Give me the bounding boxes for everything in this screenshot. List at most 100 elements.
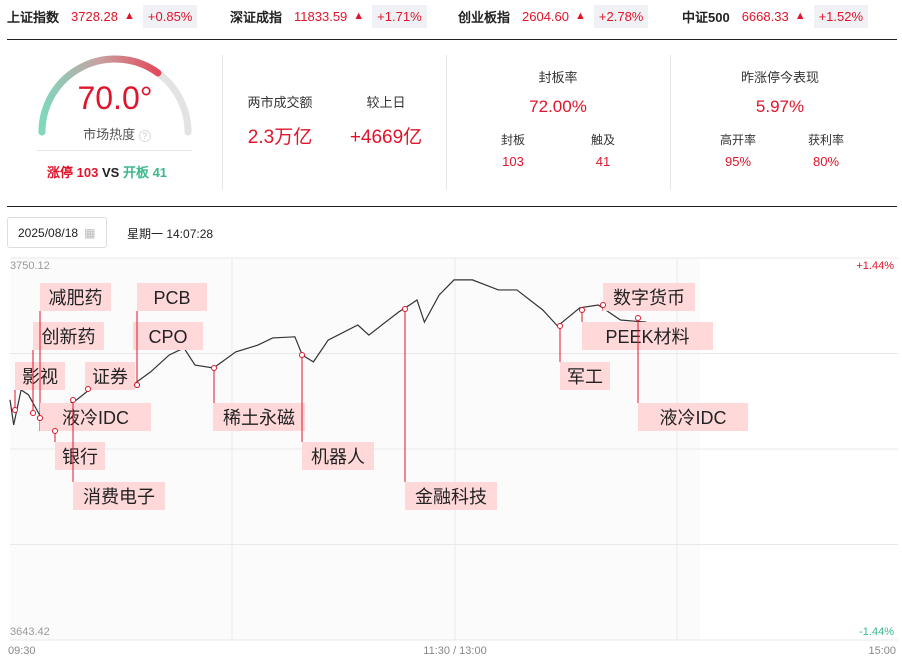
heat-gauge — [38, 55, 192, 136]
turnover-diff-label: 较上日 — [366, 95, 406, 110]
tag-label: 液冷IDC — [62, 408, 129, 428]
heat-value: 70.0° — [77, 80, 153, 116]
tag-marker — [579, 307, 585, 313]
sector-tag[interactable]: CPO — [133, 322, 203, 388]
sector-tag[interactable]: 液冷IDC — [635, 315, 749, 432]
tag-box — [302, 442, 374, 470]
x-label: 11:30 / 13:00 — [423, 645, 486, 657]
tag-marker — [600, 302, 606, 308]
index-name: 中证500 — [682, 9, 730, 25]
index-price: 6668.33 — [741, 8, 789, 24]
sector-tag[interactable]: 创新药 — [30, 322, 105, 416]
tag-marker — [85, 386, 91, 392]
high-open-value: 95% — [724, 154, 752, 169]
index-change: +2.78% — [593, 4, 649, 28]
tag-marker — [30, 410, 36, 416]
tag-label: PEEK材料 — [605, 327, 689, 347]
sector-tag[interactable]: PEEK材料 — [579, 307, 714, 351]
sector-tag[interactable]: 证券 — [85, 362, 135, 392]
tag-marker — [402, 306, 408, 312]
turnover-diff: +4669亿 — [349, 127, 423, 148]
tag-label: 军工 — [567, 367, 603, 387]
tag-marker — [70, 397, 76, 403]
tag-box — [133, 322, 203, 350]
sector-tag[interactable]: 数字货币 — [600, 283, 696, 311]
sector-tag[interactable]: 军工 — [557, 323, 611, 391]
intraday-chart: 3750.12 3643.42 +1.44% -1.44% 09:30 11:30 / 1… — [8, 257, 898, 657]
index-name: 创业板指 — [458, 9, 511, 25]
date-picker[interactable]: 2025/08/18 ▦ — [7, 217, 107, 248]
tag-box — [213, 403, 305, 431]
up-arrow-icon: ▲ — [575, 10, 586, 22]
up-arrow-icon: ▲ — [353, 10, 365, 22]
sector-tag[interactable]: PCB — [134, 283, 208, 388]
sector-tag[interactable]: 机器人 — [299, 352, 375, 471]
sector-tag[interactable]: 消费电子 — [70, 397, 166, 511]
up-arrow-icon: ▲ — [794, 10, 806, 22]
tag-box — [137, 283, 207, 311]
price-line — [9, 279, 647, 426]
sector-tag[interactable]: 金融科技 — [402, 306, 498, 511]
index-price: 11833.59 — [294, 8, 348, 24]
tag-label: CPO — [148, 327, 187, 347]
y-max-label: 3750.12 — [10, 260, 50, 272]
heat-label: 市场热度 ? — [72, 124, 162, 143]
tag-box — [582, 322, 713, 350]
tag-box — [638, 403, 748, 431]
x-label: 15:00 — [868, 645, 896, 657]
tag-label: 数字货币 — [613, 288, 685, 308]
date-value: 2025/08/18 — [18, 225, 79, 240]
tag-marker — [635, 315, 641, 321]
sector-tag[interactable]: 银行 — [52, 428, 106, 471]
yesterday-title: 昨涨停今表现 — [740, 70, 819, 85]
index-1[interactable]: 深证成指 11833.59 ▲ +1.71% — [230, 4, 427, 28]
tag-marker — [211, 365, 217, 371]
tag-label: 稀土永磁 — [223, 408, 295, 428]
tag-box — [405, 482, 497, 510]
tag-label: PCB — [153, 288, 190, 308]
touched-value: 41 — [595, 154, 611, 169]
index-change: +1.71% — [372, 4, 427, 28]
tag-label: 证券 — [92, 367, 128, 387]
question-circle-icon[interactable]: ? — [138, 130, 151, 142]
index-change: +1.52% — [813, 4, 869, 28]
tag-label: 金融科技 — [415, 487, 487, 507]
limit-up-vs-open: 涨停 103 VS 开板 41 — [47, 165, 168, 180]
index-price: 2604.60 — [522, 8, 570, 24]
index-0[interactable]: 上证指数 3728.28 ▲ +0.85% — [7, 4, 198, 28]
tag-label: 液冷IDC — [660, 408, 727, 428]
index-name: 上证指数 — [7, 9, 60, 25]
sealed-value: 103 — [502, 154, 524, 169]
high-open-label: 高开率 — [719, 133, 756, 147]
pct-min-label: -1.44% — [859, 626, 894, 638]
turnover-label: 两市成交额 — [247, 95, 313, 110]
y-min-label: 3643.42 — [10, 626, 50, 638]
tag-marker — [37, 415, 43, 421]
seal-rate: 72.00% — [529, 97, 587, 116]
sector-tag[interactable]: 稀土永磁 — [211, 365, 306, 432]
touched-label: 触及 — [590, 133, 615, 147]
sealed-label: 封板 — [500, 133, 525, 147]
seal-title: 封板率 — [538, 70, 578, 85]
tag-box — [40, 403, 151, 431]
tag-marker — [299, 352, 305, 358]
tag-label: 消费电子 — [83, 487, 155, 507]
tag-label: 创新药 — [42, 327, 96, 347]
tag-marker — [12, 407, 18, 413]
index-2[interactable]: 创业板指 2604.60 ▲ +2.78% — [458, 4, 649, 28]
index-3[interactable]: 中证500 6668.33 ▲ +1.52% — [682, 4, 869, 28]
tag-box — [55, 442, 105, 470]
tag-label: 减肥药 — [49, 288, 103, 308]
index-price: 3728.28 — [71, 8, 119, 24]
profit-value: 80% — [812, 154, 840, 169]
tag-box — [40, 283, 111, 311]
tag-marker — [52, 428, 58, 434]
tag-box — [73, 482, 165, 510]
tag-label: 机器人 — [311, 447, 365, 467]
x-label: 09:30 — [8, 645, 36, 657]
tag-box — [603, 283, 695, 311]
tag-marker — [134, 382, 140, 388]
sector-tag[interactable]: 液冷IDC — [37, 403, 152, 431]
index-name: 深证成指 — [230, 9, 283, 25]
tag-label: 银行 — [62, 447, 98, 467]
